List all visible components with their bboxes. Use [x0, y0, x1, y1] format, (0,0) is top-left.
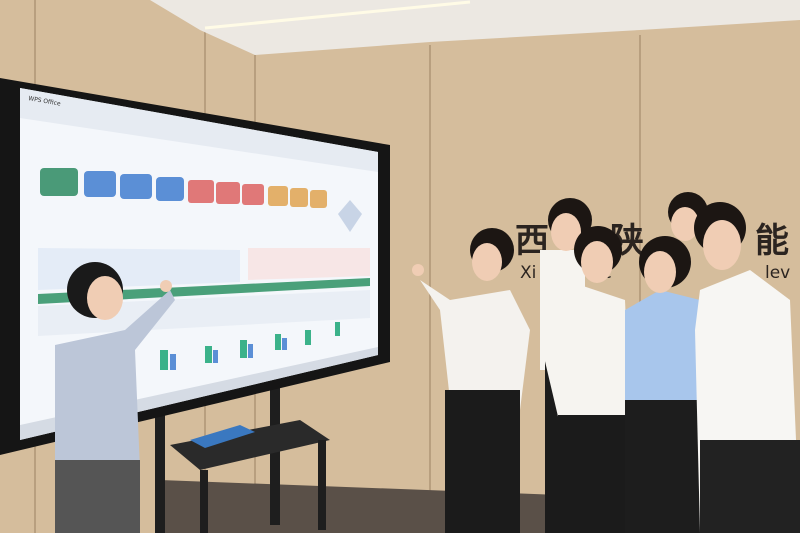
sign-latin: lev	[765, 263, 790, 283]
person-1	[412, 228, 530, 533]
sign-latin: Xi	[520, 263, 536, 283]
ceiling	[150, 0, 800, 55]
person-6	[694, 202, 800, 533]
sign-character: 能	[755, 221, 789, 261]
person-presenter	[55, 262, 175, 533]
spreadsheet-toolbar	[20, 88, 378, 172]
person-5	[668, 192, 708, 241]
ceiling-light	[204, 0, 471, 30]
person-3	[540, 226, 630, 533]
person-4	[625, 236, 705, 533]
tv-stand	[155, 385, 330, 533]
dashboard-tiles	[40, 168, 362, 232]
